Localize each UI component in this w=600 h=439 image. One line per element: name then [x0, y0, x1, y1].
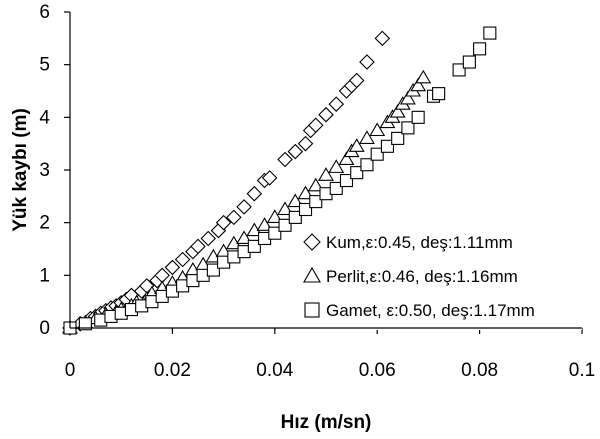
x-axis-ticks: 0 0.02 0.04 0.06 0.08 0.1 [65, 328, 595, 381]
x-axis-title: Hız (m/sn) [281, 412, 372, 433]
legend-marker-triangle [303, 266, 321, 283]
data-point-triangle [266, 209, 283, 223]
series-square [63, 26, 497, 335]
y-tick-label: 5 [39, 55, 50, 76]
data-point-diamond [200, 230, 217, 247]
legend-marker-square [304, 302, 320, 318]
data-point-diamond [190, 238, 206, 255]
data-point-triangle [359, 130, 375, 144]
data-point-triangle [287, 193, 304, 208]
x-tick-label: 0.1 [569, 360, 595, 381]
data-point-diamond [226, 209, 242, 226]
data-point-triangle [415, 69, 432, 84]
data-point-triangle [236, 230, 253, 245]
y-tick-label: 1 [39, 265, 50, 286]
data-point-diamond [215, 214, 232, 231]
legend-label: Perlit,ε:0.46, deş:1.16mm [326, 267, 518, 286]
data-point-square [298, 202, 313, 217]
data-point-square [268, 226, 282, 240]
data-point-square [473, 42, 487, 56]
data-point-diamond [164, 259, 181, 276]
y-tick-label: 2 [39, 213, 50, 234]
data-point-triangle [410, 77, 427, 92]
data-point-square [288, 210, 302, 224]
data-point-triangle [297, 185, 314, 200]
data-point-square [339, 173, 354, 188]
data-point-triangle [328, 159, 345, 173]
data-point-diamond [287, 143, 304, 160]
data-point-square [483, 26, 497, 40]
data-point-square [247, 239, 261, 253]
data-point-triangle [338, 151, 355, 166]
data-point-triangle [389, 103, 406, 118]
series-layer [62, 26, 497, 336]
data-point-triangle [256, 217, 273, 231]
data-point-square [329, 181, 343, 195]
data-point-diamond [174, 251, 191, 268]
data-point-diamond [374, 30, 391, 47]
data-point-diamond [318, 106, 334, 123]
data-point-square [380, 139, 394, 153]
data-point-diamond [328, 96, 345, 112]
data-point-triangle [307, 177, 324, 192]
y-tick-label: 0 [39, 318, 50, 339]
data-point-square [206, 263, 220, 277]
data-point-diamond [348, 72, 365, 89]
data-point-square [309, 195, 323, 209]
data-point-square [78, 317, 92, 331]
legend-label: Kum,ε:0.45, deş:1.11mm [326, 233, 513, 252]
x-tick-label: 0.08 [461, 360, 498, 381]
x-tick-label: 0.04 [256, 360, 293, 381]
data-point-triangle [369, 122, 386, 137]
data-point-square [278, 218, 292, 232]
data-point-diamond [261, 170, 278, 186]
data-point-square [401, 121, 415, 135]
data-point-diamond [277, 151, 293, 168]
data-point-square [350, 166, 364, 180]
data-point-square [432, 87, 446, 101]
data-point-triangle [318, 167, 334, 181]
data-point-diamond [307, 117, 324, 134]
legend-box [296, 226, 582, 330]
x-tick-label: 0.02 [154, 360, 191, 381]
data-point-square [452, 63, 466, 77]
legend-marker-diamond [303, 233, 321, 251]
y-axis-title: Yük kaybı (m) [10, 108, 31, 232]
y-tick-label: 6 [39, 2, 50, 23]
data-point-square [462, 55, 476, 69]
legend: Kum,ε:0.45, deş:1.11mm Perlit,ε:0.46, deş… [303, 233, 535, 320]
data-point-triangle [277, 201, 293, 216]
data-point-triangle [348, 138, 365, 152]
y-tick-label: 3 [39, 160, 50, 181]
data-point-square [411, 110, 425, 124]
data-point-square [360, 158, 374, 172]
legend-label: Gamet, ε:0.50, deş:1.17mm [326, 301, 535, 320]
y-axis-ticks: 0 1 2 3 4 5 6 [39, 2, 70, 339]
data-point-square [370, 147, 384, 161]
data-point-diamond [359, 54, 375, 70]
legend-item: Gamet, ε:0.50, deş:1.17mm [304, 301, 535, 320]
data-point-square [391, 131, 405, 145]
data-point-diamond [236, 199, 252, 215]
legend-item: Kum,ε:0.45, deş:1.11mm [303, 233, 513, 252]
x-tick-label: 0.06 [359, 360, 396, 381]
data-point-diamond [297, 135, 314, 152]
data-point-triangle [399, 90, 416, 105]
y-tick-label: 4 [39, 107, 50, 128]
legend-item: Perlit,ε:0.46, deş:1.16mm [303, 266, 518, 286]
data-point-diamond [246, 185, 263, 202]
x-tick-label: 0 [65, 360, 76, 381]
